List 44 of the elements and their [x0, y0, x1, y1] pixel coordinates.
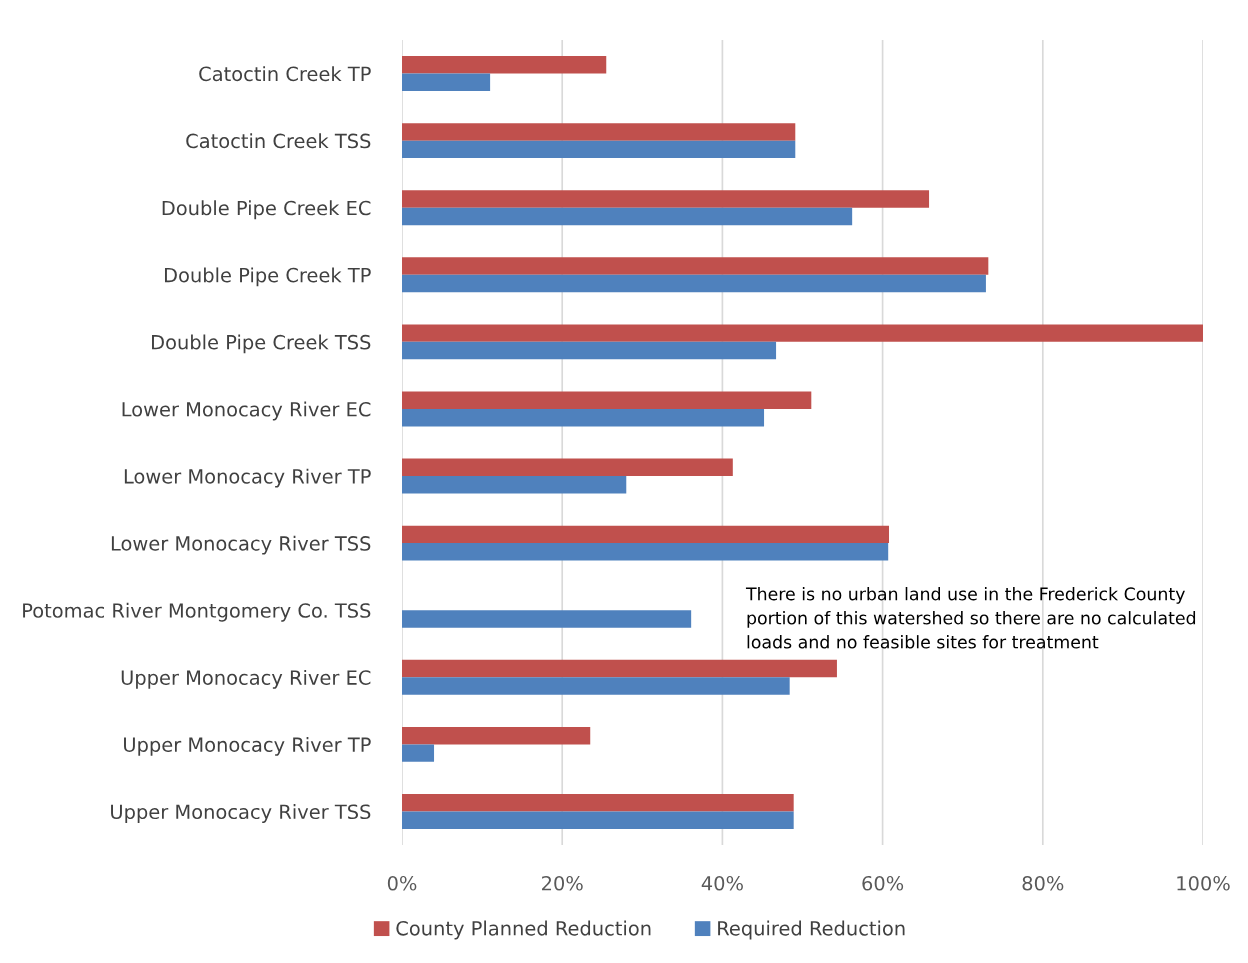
x-tick-label: 80%	[1022, 875, 1064, 891]
bar	[402, 73, 491, 91]
bar	[402, 408, 765, 427]
bar	[402, 677, 790, 695]
x-tick-label: 20%	[542, 875, 583, 891]
bar	[402, 525, 890, 544]
bar	[402, 744, 435, 762]
bar	[402, 190, 930, 208]
legend-label: County Planned Reduction	[396, 920, 651, 940]
bar	[402, 794, 794, 812]
bar	[402, 476, 627, 494]
bar	[402, 207, 853, 226]
bar	[402, 543, 889, 561]
bar	[402, 659, 837, 678]
bar	[402, 324, 1203, 342]
bar	[402, 391, 812, 409]
bar	[402, 140, 796, 159]
y-tick-label: Lower Monocacy River TP	[124, 468, 371, 488]
x-tick-label: 40%	[701, 875, 743, 891]
legend-label: Required Reduction	[718, 920, 905, 940]
bar	[402, 811, 794, 829]
y-tick-label: Lower Monocacy River EC	[122, 401, 371, 421]
y-tick-label: Catoctin Creek TP	[199, 66, 371, 82]
y-tick-label: Upper Monocacy River TSS	[111, 804, 371, 823]
bar	[402, 123, 796, 141]
y-tick-label: Upper Monocacy River EC	[121, 669, 371, 689]
x-tick-label: 0%	[387, 875, 417, 891]
annotation: There is no urban land use in the Frederick County portion of this watershed so there are no calculated loads and no feasible sites for treatment	[745, 587, 1196, 649]
bar	[402, 257, 989, 275]
bar	[402, 458, 733, 477]
y-tick-label: Potomac River Montgomery Co. TSS	[23, 602, 371, 622]
y-tick-label: Double Pipe Creek EC	[162, 200, 371, 220]
bar	[402, 56, 607, 74]
bar	[402, 610, 692, 628]
x-tick-label: 60%	[862, 875, 904, 891]
bar	[402, 341, 777, 360]
y-tick-label: Catoctin Creek TSS	[186, 133, 371, 149]
y-tick-label: Upper Monocacy River TP	[124, 736, 371, 756]
y-tick-label: Double Pipe Creek TP	[164, 267, 371, 287]
y-tick-label: Lower Monocacy River TSS	[111, 535, 371, 555]
y-tick-label: Double Pipe Creek TSS	[152, 334, 371, 354]
bar	[402, 726, 591, 745]
x-tick-label: 100%	[1177, 875, 1230, 891]
bar	[402, 274, 986, 293]
